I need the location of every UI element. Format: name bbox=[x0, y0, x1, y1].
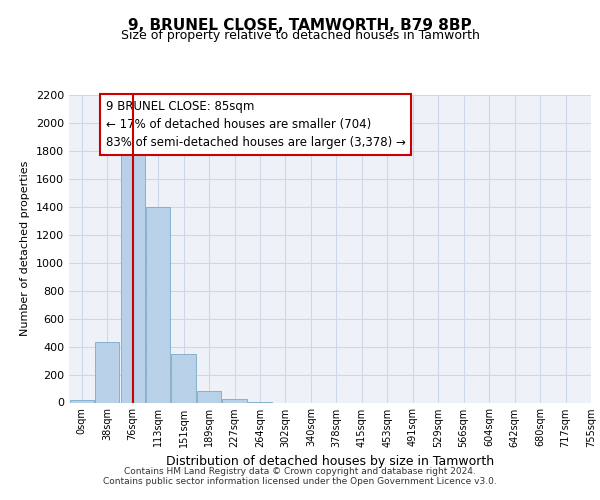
Bar bbox=[70, 400, 94, 402]
Bar bbox=[146, 207, 170, 402]
Bar bbox=[197, 392, 221, 402]
Bar bbox=[95, 342, 119, 402]
Y-axis label: Number of detached properties: Number of detached properties bbox=[20, 161, 31, 336]
Text: Contains public sector information licensed under the Open Government Licence v3: Contains public sector information licen… bbox=[103, 477, 497, 486]
Bar bbox=[121, 150, 145, 402]
Text: 9, BRUNEL CLOSE, TAMWORTH, B79 8BP: 9, BRUNEL CLOSE, TAMWORTH, B79 8BP bbox=[128, 18, 472, 32]
Text: Contains HM Land Registry data © Crown copyright and database right 2024.: Contains HM Land Registry data © Crown c… bbox=[124, 467, 476, 476]
Text: Size of property relative to detached houses in Tamworth: Size of property relative to detached ho… bbox=[121, 29, 479, 42]
Bar bbox=[223, 399, 247, 402]
Text: 9 BRUNEL CLOSE: 85sqm
← 17% of detached houses are smaller (704)
83% of semi-det: 9 BRUNEL CLOSE: 85sqm ← 17% of detached … bbox=[106, 100, 406, 148]
Bar bbox=[172, 354, 196, 403]
X-axis label: Distribution of detached houses by size in Tamworth: Distribution of detached houses by size … bbox=[166, 455, 494, 468]
